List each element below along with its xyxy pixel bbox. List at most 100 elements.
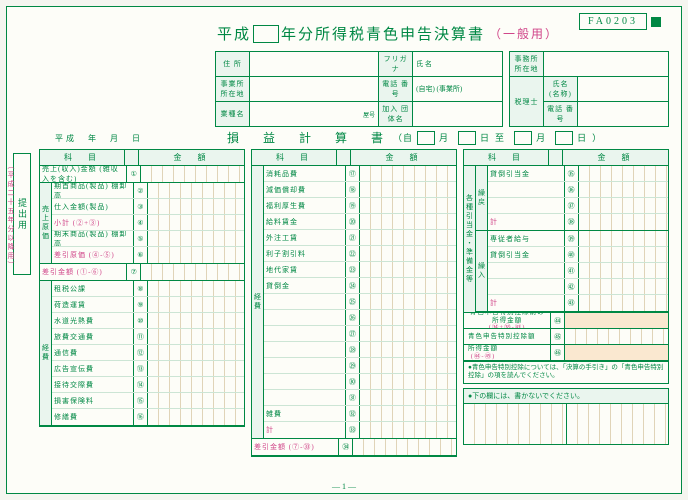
amount-field[interactable] [579, 198, 668, 213]
item-name: 貸倒引当金 [488, 247, 565, 262]
amount-field[interactable] [148, 231, 244, 246]
amount-field[interactable] [148, 199, 244, 214]
line-item: 利子割引料㉒ [264, 246, 456, 262]
line-item: ㊲ [488, 198, 668, 214]
amount-field[interactable] [360, 182, 456, 197]
amount-field[interactable] [148, 329, 244, 344]
item-number: ㊶ [565, 263, 579, 278]
item-number: ㉛ [346, 390, 360, 405]
amount-field[interactable] [360, 406, 456, 421]
amount-field[interactable] [579, 263, 668, 278]
amount-field[interactable] [360, 166, 456, 181]
amount-field[interactable] [579, 279, 668, 294]
item-name: 雑費 [264, 406, 346, 421]
item-name: 減価償却費 [264, 182, 346, 197]
accountant-phone[interactable] [578, 102, 669, 127]
item-name: 荷造運賃 [52, 297, 134, 312]
amount-field[interactable] [360, 390, 456, 405]
amount-field[interactable] [579, 182, 668, 197]
amount-field[interactable] [148, 215, 244, 230]
title-era: 平成 [217, 23, 251, 44]
name-field[interactable]: 氏 名 [413, 52, 503, 77]
line-item: 租税公課⑧ [52, 281, 244, 297]
pl-columns: 科 目金 額 売上(収入)金額 (雑収入を含む)①売上原価期首商品(製品) 棚卸… [39, 149, 669, 475]
accountant-name[interactable] [578, 77, 669, 102]
group-field[interactable] [413, 102, 503, 127]
line-item: 給料賃金⑳ [264, 214, 456, 230]
amount-field[interactable] [148, 345, 244, 360]
amount-field[interactable] [148, 313, 244, 328]
amount-field[interactable] [148, 409, 244, 425]
amount-field[interactable] [360, 358, 456, 373]
amount-field[interactable] [579, 247, 668, 262]
amount-field[interactable] [360, 214, 456, 229]
item-name [264, 326, 346, 341]
title-type: （一般用） [489, 25, 559, 42]
amount-field[interactable] [360, 198, 456, 213]
amount-field[interactable] [360, 230, 456, 245]
amount-field[interactable] [141, 264, 244, 280]
amount-field[interactable] [565, 313, 668, 328]
addr-field[interactable] [250, 52, 379, 77]
phone-field[interactable]: (自宅) (事業所) [413, 77, 503, 102]
amount-field[interactable] [579, 295, 668, 311]
to-month-box[interactable] [514, 131, 532, 145]
amount-field[interactable] [360, 262, 456, 277]
amount-field[interactable] [148, 393, 244, 408]
amount-field[interactable] [148, 297, 244, 312]
amount-field[interactable] [360, 342, 456, 357]
phone-label: 電話 番号 [379, 77, 413, 102]
item-number: ㉑ [346, 230, 360, 245]
amount-field[interactable] [360, 374, 456, 389]
amount-field[interactable] [579, 166, 668, 181]
amount-field[interactable] [141, 166, 244, 182]
line-item: 損害保険料⑮ [52, 393, 244, 409]
item-number: ⑦ [127, 264, 141, 280]
tax-office-field[interactable] [544, 52, 669, 77]
year-input-box[interactable] [253, 25, 279, 43]
line-item: ㉘ [264, 342, 456, 358]
item-number: ㉕ [346, 294, 360, 309]
item-number: ㉟ [565, 166, 579, 181]
from-day-box[interactable] [458, 131, 476, 145]
amount-field[interactable] [353, 439, 456, 455]
line-item: 修繕費⑯ [52, 409, 244, 425]
line-item: 差引金額 (①-⑥)⑦ [40, 264, 244, 280]
amount-field[interactable] [360, 294, 456, 309]
item-name: 貸倒引当金 [488, 166, 565, 181]
item-name: 通信費 [52, 345, 134, 360]
amount-field[interactable] [360, 278, 456, 293]
category-label: 各種引当金・準備金等 [464, 166, 476, 312]
amount-field[interactable] [148, 361, 244, 376]
line-item: 旅費交通費⑪ [52, 329, 244, 345]
header-tables: 住 所 フリガナ 氏 名 事業所 所在地 電話 番号 (自宅) (事業所) 業種… [215, 51, 669, 127]
amount-field[interactable] [148, 183, 244, 198]
item-name: 差引金額 (①-⑥) [40, 264, 127, 280]
to-day-box[interactable] [555, 131, 573, 145]
biztype-field[interactable]: 屋号 [250, 102, 379, 127]
title-text: 年分所得税青色申告決算書 [281, 23, 485, 44]
item-number: ⑥ [134, 247, 148, 263]
line-item: 接待交際費⑭ [52, 377, 244, 393]
office-field[interactable] [250, 77, 379, 102]
amount-field[interactable] [148, 247, 244, 263]
item-number: ㉚ [346, 374, 360, 389]
amount-field[interactable] [565, 345, 668, 360]
line-item: 外注工賃㉑ [264, 230, 456, 246]
amount-field[interactable] [565, 329, 668, 344]
amount-field[interactable] [579, 214, 668, 230]
item-number: ㉒ [346, 246, 360, 261]
amount-field[interactable] [360, 326, 456, 341]
item-name [264, 342, 346, 357]
item-number: ⑭ [134, 377, 148, 392]
amount-field[interactable] [148, 377, 244, 392]
amount-field[interactable] [360, 422, 456, 438]
amount-field[interactable] [360, 310, 456, 325]
amount-field[interactable] [360, 246, 456, 261]
amount-field[interactable] [579, 231, 668, 246]
item-number: ⑬ [134, 361, 148, 376]
amount-field[interactable] [148, 281, 244, 296]
item-name: 地代家賃 [264, 262, 346, 277]
from-month-box[interactable] [417, 131, 435, 145]
item-number: ㉗ [346, 326, 360, 341]
